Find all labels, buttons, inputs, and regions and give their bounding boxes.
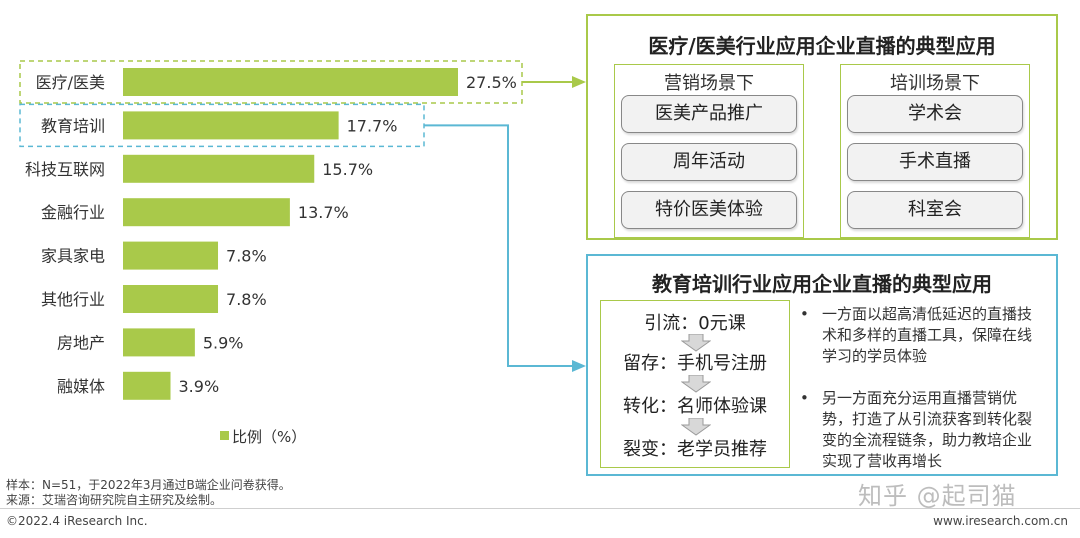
bullet-dot-icon: • xyxy=(800,305,809,323)
value-label: 3.9% xyxy=(179,377,220,396)
arrow-head-icon xyxy=(572,360,586,372)
bar xyxy=(123,241,219,270)
value-label: 7.8% xyxy=(226,247,267,266)
medical-panel: 医疗/医美行业应用企业直播的典型应用 营销场景下 医美产品推广 周年活动 特价医… xyxy=(586,14,1058,240)
category-label: 其他行业 xyxy=(41,290,105,309)
category-label: 房地产 xyxy=(57,333,105,352)
category-label: 家具家电 xyxy=(41,247,105,266)
bullet-dot-icon: • xyxy=(800,389,809,407)
bullet-text: 另一方面充分运用直播营销优势，打造了从引流获客到转化裂变的全流程链条，助力教培企… xyxy=(822,389,1033,470)
website: www.iresearch.com.cn xyxy=(933,514,1068,528)
footer-divider xyxy=(0,508,1080,509)
watermark: 知乎 @起司猫 xyxy=(858,482,1017,510)
down-arrow-icon xyxy=(681,334,711,352)
bullet-point: • 一方面以超高清低延迟的直播技术和多样的直播工具，保障在线学习的学员体验 xyxy=(800,304,1044,367)
bar xyxy=(123,68,458,96)
value-label: 7.8% xyxy=(226,290,267,309)
training-item: 手术直播 xyxy=(847,143,1023,181)
legend-swatch xyxy=(220,431,229,440)
bar xyxy=(123,198,290,227)
arrow-head-icon xyxy=(572,76,586,88)
copyright: ©2022.4 iResearch Inc. xyxy=(6,514,148,528)
down-arrow-icon xyxy=(681,418,711,436)
bullet-point: • 另一方面充分运用直播营销优势，打造了从引流获客到转化裂变的全流程链条，助力教… xyxy=(800,388,1044,472)
funnel-flow-box: 引流：0元课 留存：手机号注册 转化：名师体验课 裂变：老学员推荐 xyxy=(600,300,790,468)
bar xyxy=(123,371,171,400)
category-label: 教育培训 xyxy=(41,116,105,135)
category-label: 金融行业 xyxy=(41,203,105,222)
marketing-item: 周年活动 xyxy=(621,143,797,181)
flow-step: 转化：名师体验课 xyxy=(623,396,767,417)
training-item: 科室会 xyxy=(847,191,1023,229)
down-arrow-icon xyxy=(681,375,711,393)
bar xyxy=(123,111,339,140)
source-note: 来源：艾瑞咨询研究院自主研究及绘制。 xyxy=(6,493,223,507)
category-label: 科技互联网 xyxy=(25,160,105,179)
bar xyxy=(123,328,195,357)
category-label: 融媒体 xyxy=(57,377,105,396)
training-scene-box: 培训场景下 学术会 手术直播 科室会 xyxy=(840,64,1030,238)
category-label: 医疗/医美 xyxy=(36,73,105,92)
training-scene-title: 培训场景下 xyxy=(890,73,980,94)
value-label: 5.9% xyxy=(203,333,244,352)
flow-step: 裂变：老学员推荐 xyxy=(623,439,767,460)
value-label: 27.5% xyxy=(466,73,517,92)
bar xyxy=(123,154,315,183)
bullet-text: 一方面以超高清低延迟的直播技术和多样的直播工具，保障在线学习的学员体验 xyxy=(822,305,1033,365)
education-panel-title: 教育培训行业应用企业直播的典型应用 xyxy=(652,272,992,296)
marketing-scene-box: 营销场景下 医美产品推广 周年活动 特价医美体验 xyxy=(614,64,804,238)
legend-label: 比例（%） xyxy=(232,428,307,446)
training-item: 学术会 xyxy=(847,95,1023,133)
flow-step: 引流：0元课 xyxy=(644,313,746,334)
marketing-item: 医美产品推广 xyxy=(621,95,797,133)
marketing-item: 特价医美体验 xyxy=(621,191,797,229)
value-label: 17.7% xyxy=(347,116,398,135)
value-label: 15.7% xyxy=(322,160,373,179)
connector-line-education xyxy=(424,124,572,367)
sample-note: 样本：N=51，于2022年3月通过B端企业问卷获得。 xyxy=(6,478,291,492)
value-label: 13.7% xyxy=(298,203,349,222)
marketing-scene-title: 营销场景下 xyxy=(664,73,754,94)
flow-step: 留存：手机号注册 xyxy=(623,353,767,374)
bar xyxy=(123,285,219,313)
medical-panel-title: 医疗/医美行业应用企业直播的典型应用 xyxy=(648,34,996,58)
